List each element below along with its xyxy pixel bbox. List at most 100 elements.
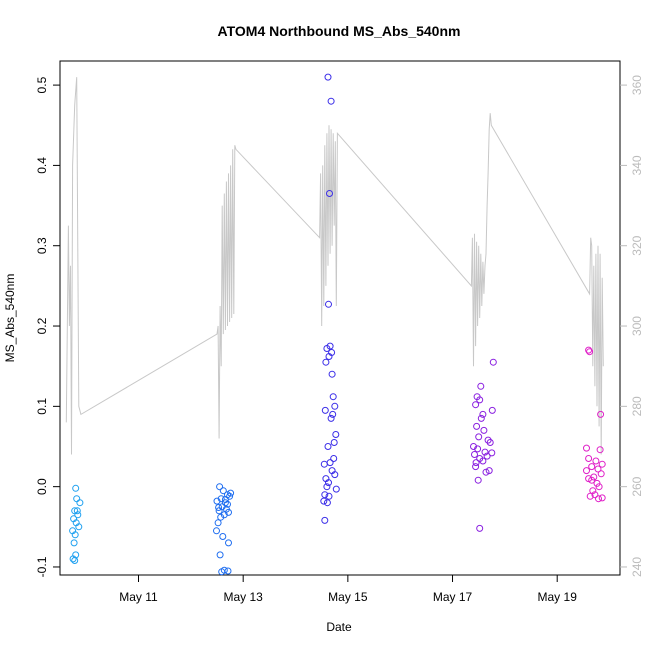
scatter-point [324, 73, 332, 81]
y2-tick-label: 320 [630, 235, 644, 255]
scatter-point [325, 300, 332, 308]
scatter-point [479, 410, 487, 418]
scatter-point [224, 567, 232, 575]
scatter-point [488, 406, 496, 414]
y-tick-label: 0.3 [35, 237, 49, 254]
scatter-point [598, 494, 606, 502]
scatter-point [329, 393, 337, 401]
scatter-point [216, 551, 224, 559]
y-axis-right: 240 260 280 300 320 340 360 [620, 75, 644, 577]
scatter-point [74, 511, 82, 519]
scatter-point [321, 491, 329, 499]
y-tick-label: 0.5 [35, 76, 49, 93]
scatter-point [330, 455, 338, 462]
scatter-point [219, 487, 227, 495]
y-tick-label: 0.2 [35, 317, 49, 334]
scatter-point [332, 485, 340, 493]
scatter-point [472, 463, 480, 471]
scatter-point [591, 491, 599, 499]
scatter-point [473, 422, 481, 430]
scatter-point [476, 396, 484, 404]
scatter-point [71, 557, 79, 564]
scatter-point [70, 539, 78, 547]
scatter-point [482, 468, 490, 476]
scatter-points [69, 73, 606, 576]
scatter-point [585, 455, 593, 462]
scatter-point [595, 495, 602, 503]
scatter-point [320, 460, 328, 468]
scatter-point [588, 476, 596, 484]
scatter-point [322, 358, 330, 366]
scatter-point [480, 426, 488, 434]
x-tick-label: May 13 [223, 590, 263, 604]
scatter-point [321, 516, 329, 524]
scatter-point [592, 457, 600, 465]
scatter-point [329, 410, 337, 418]
scatter-point [477, 414, 485, 422]
scatter-point [216, 483, 224, 491]
scatter-point [323, 345, 331, 352]
scatter-point [326, 190, 333, 197]
x-axis: May 11 May 13 May 15 May 17 May 19 [119, 575, 577, 604]
scatter-point [73, 507, 81, 515]
y2-tick-label: 260 [630, 476, 644, 496]
scatter-point [323, 499, 331, 507]
series-line [65, 77, 604, 455]
scatter-point [220, 566, 228, 574]
scatter-point [217, 513, 225, 521]
scatter-point [320, 497, 328, 505]
scatter-point [594, 465, 602, 473]
x-tick-label: May 19 [538, 590, 578, 604]
scatter-point [69, 555, 77, 563]
scatter-point [471, 451, 478, 458]
y2-tick-label: 280 [630, 396, 644, 416]
scatter-point [220, 511, 228, 519]
scatter-point [588, 463, 596, 471]
y2-tick-label: 360 [630, 75, 644, 95]
scatter-point [583, 444, 590, 452]
scatter-point [586, 492, 594, 500]
scatter-point [596, 446, 604, 454]
scatter-point [327, 97, 335, 105]
scatter-point [213, 527, 220, 535]
scatter-point [583, 467, 590, 475]
scatter-point [327, 414, 335, 422]
y-axis-label: MS_Abs_540nm [3, 274, 17, 363]
scatter-point [475, 433, 483, 441]
scatter-point [76, 499, 84, 507]
scatter-point [321, 406, 329, 414]
y-tick-label: 0.4 [35, 157, 49, 174]
line-series [65, 77, 604, 455]
plot-area-frame [59, 60, 621, 576]
scatter-point [71, 531, 79, 539]
y-tick-label: -0.1 [35, 556, 49, 577]
y2-tick-label: 300 [630, 316, 644, 336]
scatter-point [214, 519, 222, 527]
scatter-point [474, 445, 482, 453]
scatter-point [472, 401, 480, 409]
scatter-point [75, 523, 83, 531]
scatter-point [215, 504, 223, 511]
y2-tick-label: 240 [630, 557, 644, 577]
scatter-point [324, 443, 332, 450]
scatter-point [488, 449, 496, 457]
x-tick-label: May 15 [328, 590, 368, 604]
scatter-point [72, 484, 80, 492]
scatter-point [215, 507, 223, 515]
scatter-point [476, 524, 484, 532]
scatter-point [331, 471, 339, 479]
scatter-point [595, 483, 603, 491]
chart-title: ATOM4 Northbound MS_Abs_540nm [218, 23, 461, 39]
scatter-point [585, 346, 593, 354]
scatter-point [597, 470, 605, 478]
scatter-point [330, 439, 338, 446]
scatter-point [325, 492, 333, 500]
scatter-point [219, 533, 227, 540]
scatter-point [225, 539, 232, 547]
scatter-point [332, 431, 340, 438]
x-axis-label: Date [326, 620, 352, 634]
scatter-point [589, 487, 597, 495]
scatter-point [486, 439, 494, 446]
scatter-point [489, 358, 497, 366]
